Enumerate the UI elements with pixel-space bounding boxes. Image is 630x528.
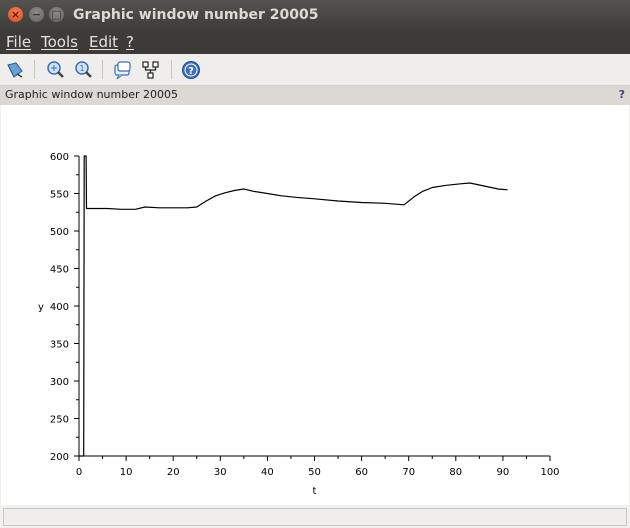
help-icon: ?: [182, 61, 200, 79]
y-tick-label: 450: [50, 265, 69, 276]
help-button[interactable]: ?: [181, 60, 201, 80]
toolbar-separator: [34, 60, 35, 79]
y-tick-label: 350: [50, 340, 69, 351]
y-tick-label: 250: [50, 415, 69, 426]
y-tick-label: 300: [50, 377, 69, 388]
datatip-icon: [114, 61, 131, 80]
x-tick-label: 20: [167, 467, 180, 478]
series-line: [79, 155, 508, 457]
minimize-icon: −: [31, 8, 42, 21]
x-tick-label: 0: [76, 467, 82, 478]
x-tick-label: 40: [261, 467, 274, 478]
plot-canvas[interactable]: 0 10 20 30 40 50 60 70 80 90 100 200 250 300 350 400 450…: [1, 105, 629, 505]
svg-text:?: ?: [188, 66, 194, 77]
info-bar: Graphic window number 20005 ?: [0, 86, 630, 105]
status-bar: [0, 505, 630, 528]
title-bar[interactable]: × − □ Graphic window number 20005: [0, 0, 630, 31]
x-axis-label: t: [313, 486, 317, 497]
y-tick-label: 500: [50, 227, 69, 238]
y-tick-label: 200: [50, 452, 69, 463]
y-tick-label: 400: [50, 302, 69, 313]
x-tick-label: 80: [449, 467, 462, 478]
x-tick-label: 70: [402, 467, 415, 478]
close-button[interactable]: ×: [8, 7, 23, 22]
edit-axes-button[interactable]: [141, 60, 161, 80]
x-tick-label: 50: [308, 467, 321, 478]
y-axis-label: y: [38, 302, 44, 313]
rotate-button[interactable]: [5, 60, 25, 80]
edit-axes-icon: [142, 61, 159, 79]
x-tick-label: 30: [214, 467, 227, 478]
maximize-icon: □: [51, 8, 62, 21]
info-help-icon[interactable]: ?: [618, 88, 625, 101]
menu-edit[interactable]: Edit: [89, 33, 119, 51]
x-tick-label: 10: [120, 467, 133, 478]
zoom-reset-icon: 1: [75, 61, 92, 78]
maximize-button[interactable]: □: [49, 7, 64, 22]
menu-help[interactable]: ?: [126, 33, 134, 51]
toolbar-separator: [102, 60, 103, 79]
x-tick-label: 60: [355, 467, 368, 478]
line-chart[interactable]: 0 10 20 30 40 50 60 70 80 90 100 200 250 300 350 400 450…: [1, 105, 629, 505]
x-tick-label: 100: [540, 467, 559, 478]
zoom-in-button[interactable]: [45, 60, 65, 80]
menu-tools[interactable]: Tools: [41, 33, 78, 51]
zoom-reset-button[interactable]: 1: [73, 60, 93, 80]
svg-text:1: 1: [79, 64, 84, 73]
menu-file[interactable]: File: [6, 33, 32, 51]
info-text: Graphic window number 20005: [5, 88, 178, 101]
status-box: [3, 508, 627, 526]
zoom-in-icon: [47, 61, 64, 78]
toolbar-separator: [171, 60, 172, 79]
window-title: Graphic window number 20005: [73, 7, 319, 23]
minimize-button[interactable]: −: [29, 7, 44, 22]
x-tick-label: 90: [497, 467, 510, 478]
y-tick-label: 550: [50, 190, 69, 201]
toolbar: 1 ?: [0, 54, 630, 86]
close-icon: ×: [10, 8, 21, 21]
y-tick-label: 600: [50, 152, 69, 163]
rotate-icon: [7, 62, 23, 78]
datatip-button[interactable]: [113, 60, 133, 80]
menu-bar: File Tools Edit ?: [0, 31, 630, 54]
